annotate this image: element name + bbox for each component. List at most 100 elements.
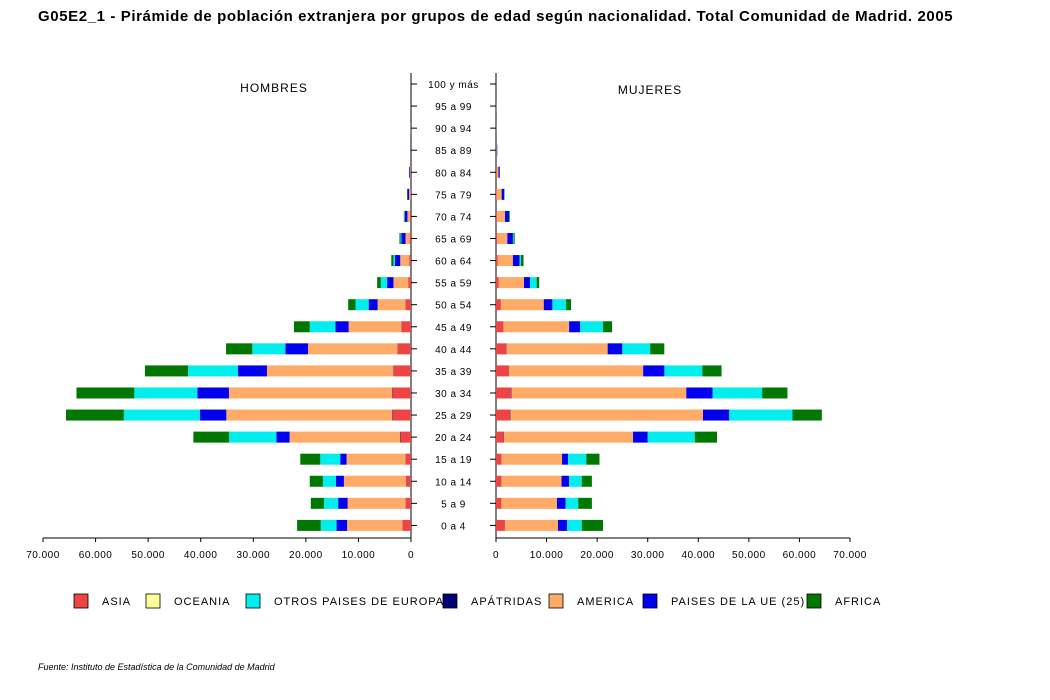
bar-mujeres-otros-paises-de-europa xyxy=(729,409,793,421)
legend-label-africa: AFRICA xyxy=(835,596,881,608)
bar-mujeres-otros-paises-de-europa xyxy=(530,277,537,289)
age-group-label: 100 y más xyxy=(428,80,479,91)
left-x-tick-label: 0 xyxy=(408,550,414,561)
hombres-label: HOMBRES xyxy=(240,81,308,95)
bar-hombres-paises-de-la-ue-25 xyxy=(404,210,408,222)
bar-hombres-otros-paises-de-europa xyxy=(320,453,341,465)
bar-mujeres-asia xyxy=(496,188,497,200)
bar-mujeres-asia xyxy=(496,431,504,443)
bar-mujeres-america xyxy=(509,365,644,377)
age-group-label: 40 a 44 xyxy=(435,345,472,356)
age-group-label: 15 a 19 xyxy=(435,455,472,466)
bar-hombres-otros-paises-de-europa xyxy=(380,277,388,289)
bar-hombres-america xyxy=(409,166,411,178)
bar-mujeres-asia xyxy=(496,497,502,509)
bar-hombres-africa xyxy=(310,497,324,509)
bar-hombres-asia xyxy=(402,519,411,531)
bar-mujeres-africa xyxy=(702,365,722,377)
bar-mujeres-africa xyxy=(578,497,592,509)
bar-hombres-otros-paises-de-europa xyxy=(393,255,395,267)
bar-mujeres-america xyxy=(500,299,544,311)
bar-hombres-otros-paises-de-europa xyxy=(252,343,286,355)
bar-mujeres-asia xyxy=(496,365,509,377)
right-x-tick-label: 50.000 xyxy=(732,550,766,561)
bar-hombres-america xyxy=(348,321,402,333)
age-group-label: 45 a 49 xyxy=(435,323,472,334)
bar-hombres-america xyxy=(377,299,406,311)
bar-mujeres-paises-de-la-ue-25 xyxy=(686,387,713,399)
bar-hombres-otros-paises-de-europa xyxy=(400,232,402,244)
bar-hombres-america xyxy=(405,232,410,244)
bar-mujeres-america xyxy=(504,431,634,443)
legend-label-otros-paises-de-europa: OTROS PAISES DE EUROPA xyxy=(274,596,444,608)
bar-hombres-america xyxy=(346,453,406,465)
bar-hombres-otros-paises-de-europa xyxy=(134,387,198,399)
bar-hombres-paises-de-la-ue-25 xyxy=(368,299,378,311)
bar-mujeres-asia xyxy=(496,299,501,311)
bar-hombres-america xyxy=(228,387,392,399)
bar-hombres-paises-de-la-ue-25 xyxy=(401,232,406,244)
legend-swatch-america xyxy=(548,593,564,609)
bar-mujeres-paises-de-la-ue-25 xyxy=(561,475,570,487)
bar-mujeres-asia xyxy=(496,210,497,222)
bar-hombres-asia xyxy=(409,255,411,267)
bar-hombres-paises-de-la-ue-25 xyxy=(409,166,410,178)
bar-mujeres-paises-de-la-ue-25 xyxy=(507,232,513,244)
bar-mujeres-africa xyxy=(509,210,510,222)
bar-mujeres-america xyxy=(497,255,513,267)
bar-hombres-america xyxy=(343,475,406,487)
bar-mujeres-otros-paises-de-europa xyxy=(622,343,651,355)
bar-mujeres-paises-de-la-ue-25 xyxy=(498,166,500,178)
bar-hombres-asia xyxy=(392,387,411,399)
left-x-tick-label: 60.000 xyxy=(79,550,113,561)
bar-hombres-paises-de-la-ue-25 xyxy=(200,409,227,421)
legend-label-apatridas: APÁTRIDAS xyxy=(471,595,542,608)
right-x-tick-label: 0 xyxy=(493,550,499,561)
bar-hombres-america xyxy=(226,409,392,421)
bar-hombres-paises-de-la-ue-25 xyxy=(338,497,348,509)
bar-mujeres-africa xyxy=(762,387,788,399)
bar-mujeres-america xyxy=(504,519,559,531)
bar-mujeres-asia xyxy=(496,321,504,333)
bar-mujeres-paises-de-la-ue-25 xyxy=(569,321,581,333)
mujeres-label: MUJERES xyxy=(618,83,682,97)
bar-hombres-paises-de-la-ue-25 xyxy=(285,343,309,355)
bar-mujeres-asia xyxy=(496,387,512,399)
bar-mujeres-africa xyxy=(581,519,604,531)
bar-mujeres-america xyxy=(501,453,563,465)
bar-hombres-america xyxy=(347,497,406,509)
bar-hombres-paises-de-la-ue-25 xyxy=(336,519,348,531)
age-group-label: 80 a 84 xyxy=(435,168,472,179)
bar-mujeres-asia xyxy=(496,343,507,355)
right-x-tick-label: 20.000 xyxy=(580,550,614,561)
age-group-label: 70 a 74 xyxy=(435,212,472,223)
bar-hombres-asia xyxy=(393,365,411,377)
bar-hombres-otros-paises-de-europa xyxy=(322,475,337,487)
bar-hombres-america xyxy=(407,210,411,222)
bar-mujeres-africa xyxy=(586,453,600,465)
bar-mujeres-otros-paises-de-europa xyxy=(712,387,763,399)
bar-hombres-otros-paises-de-europa xyxy=(323,497,339,509)
left-x-tick-label: 20.000 xyxy=(289,550,323,561)
left-x-tick-label: 40.000 xyxy=(184,550,218,561)
bar-hombres-america xyxy=(347,519,403,531)
bar-mujeres-africa xyxy=(694,431,717,443)
bars xyxy=(65,78,822,531)
right-x-tick-label: 40.000 xyxy=(681,550,715,561)
legend-swatch-otros-paises-de-europa xyxy=(245,593,261,609)
bar-hombres-america xyxy=(289,431,400,443)
bar-mujeres-otros-paises-de-europa xyxy=(512,232,514,244)
bar-mujeres-apatridas xyxy=(510,409,511,421)
age-group-label: 65 a 69 xyxy=(435,234,472,245)
bar-mujeres-africa xyxy=(603,321,613,333)
bar-mujeres-africa xyxy=(650,343,665,355)
bar-mujeres-asia xyxy=(496,453,502,465)
age-group-label: 30 a 34 xyxy=(435,389,472,400)
bar-mujeres-asia xyxy=(496,255,498,267)
bar-hombres-paises-de-la-ue-25 xyxy=(197,387,229,399)
age-group-label: 50 a 54 xyxy=(435,301,472,312)
bar-mujeres-asia xyxy=(496,475,502,487)
chart-title: G05E2_1 - Pirámide de población extranje… xyxy=(38,8,954,25)
bar-hombres-asia xyxy=(405,453,411,465)
legend-label-oceania: OCEANIA xyxy=(174,596,231,608)
